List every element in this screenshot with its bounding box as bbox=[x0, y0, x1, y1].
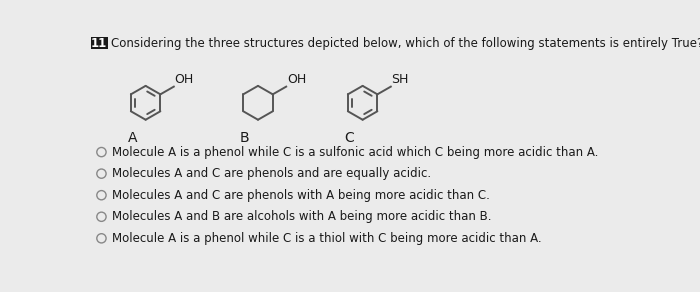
Text: Molecule A is a phenol while C is a thiol with C being more acidic than A.: Molecule A is a phenol while C is a thio… bbox=[112, 232, 542, 245]
Text: OH: OH bbox=[287, 73, 306, 86]
Text: Molecules A and C are phenols and are equally acidic.: Molecules A and C are phenols and are eq… bbox=[112, 167, 431, 180]
FancyBboxPatch shape bbox=[90, 37, 108, 49]
Text: Considering the three structures depicted below, which of the following statemen: Considering the three structures depicte… bbox=[111, 36, 700, 50]
Text: A: A bbox=[127, 131, 137, 145]
Text: Molecule A is a phenol while C is a sulfonic acid which C being more acidic than: Molecule A is a phenol while C is a sulf… bbox=[112, 146, 598, 159]
Text: Molecules A and B are alcohols with A being more acidic than B.: Molecules A and B are alcohols with A be… bbox=[112, 210, 492, 223]
Text: B: B bbox=[240, 131, 250, 145]
Text: OH: OH bbox=[174, 73, 194, 86]
Text: SH: SH bbox=[391, 73, 409, 86]
Text: 11: 11 bbox=[91, 36, 107, 50]
Text: C: C bbox=[344, 131, 354, 145]
Text: Molecules A and C are phenols with A being more acidic than C.: Molecules A and C are phenols with A bei… bbox=[112, 189, 490, 202]
